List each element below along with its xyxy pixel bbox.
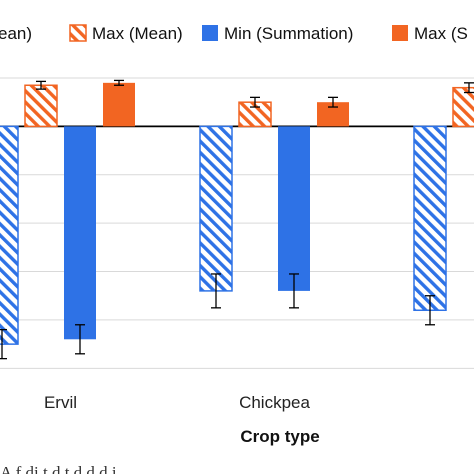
bar-min-summation-chickpea: [278, 126, 310, 291]
error-bar-min-summation-chickpea: [289, 273, 299, 309]
figure-caption-fragment: A f di t d t d d d i: [0, 463, 117, 474]
x-axis-title: Crop type: [240, 427, 319, 446]
x-tick-labels: Ervil Chickpea: [44, 393, 311, 412]
legend-label-max-summation: Max (S: [414, 24, 468, 43]
error-bar-max-mean-chickpea: [250, 96, 260, 108]
error-bar-min-mean-ervil: [0, 328, 7, 360]
error-bar-max-mean-group-3: [464, 82, 474, 94]
legend-label-min-mean: ean): [0, 24, 32, 43]
bar-min-mean-group-3: [413, 125, 447, 312]
legend-label-min-summation: Min (Summation): [224, 24, 353, 43]
error-bar-min-mean-chickpea: [211, 273, 221, 309]
legend-item-max-mean: Max (Mean): [69, 24, 183, 43]
legend-swatch-max-summation: [392, 25, 408, 41]
legend-item-max-summation: Max (S: [392, 24, 468, 43]
legend-item-min-summation: Min (Summation): [202, 24, 353, 43]
error-bar-min-summation-ervil: [75, 324, 85, 355]
x-tick-label-ervil: Ervil: [44, 393, 77, 412]
legend-label-max-mean: Max (Mean): [92, 24, 183, 43]
bar-max-mean-group-3: [452, 86, 474, 128]
error-bar-max-mean-ervil: [36, 80, 46, 90]
legend: ean) Max (Mean) Min (Summation) Max (S: [0, 24, 468, 43]
bar-max-mean-ervil: [24, 84, 58, 128]
bars-layer: [0, 82, 474, 345]
x-tick-label-chickpea: Chickpea: [239, 393, 310, 412]
error-bars-layer: [0, 79, 474, 360]
error-bar-max-summation-chickpea: [328, 96, 338, 108]
error-bar-min-mean-group-3: [425, 295, 435, 326]
bar-min-mean-chickpea: [199, 125, 233, 292]
bar-min-mean-ervil: [0, 125, 19, 345]
legend-swatch-max-mean: [69, 24, 87, 42]
legend-item-min-mean: ean): [0, 24, 32, 43]
error-bar-max-summation-ervil: [114, 79, 124, 86]
bar-max-summation-ervil: [103, 82, 135, 127]
legend-swatch-min-summation: [202, 25, 218, 41]
bar-min-summation-ervil: [64, 126, 96, 340]
